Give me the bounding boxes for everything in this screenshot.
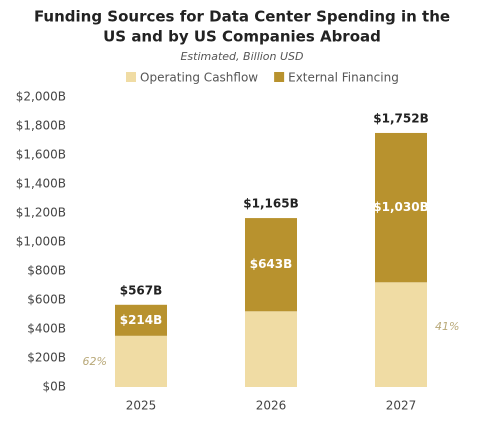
y-tick-label: $1,000B xyxy=(16,235,66,249)
value-label: $214B xyxy=(120,313,163,327)
bar-segment xyxy=(115,304,167,336)
legend-swatch xyxy=(126,72,136,82)
bar-segment xyxy=(245,218,297,312)
y-tick-label: $0B xyxy=(42,380,66,394)
chart-title: Funding Sources for Data Center Spending… xyxy=(34,8,450,26)
chart-title: US and by US Companies Abroad xyxy=(103,28,381,46)
x-tick-label: 2026 xyxy=(256,399,287,413)
x-tick-label: 2027 xyxy=(386,399,417,413)
legend-swatch xyxy=(274,72,285,82)
value-label: $1,030B xyxy=(373,200,428,214)
y-tick-label: $1,800B xyxy=(16,119,66,133)
total-label: $1,752B xyxy=(373,111,428,125)
bar-segment xyxy=(375,282,427,387)
total-label: $567B xyxy=(120,283,163,297)
bar-segment xyxy=(375,132,427,283)
annotation: 62% xyxy=(83,355,107,368)
total-label: $1,165B xyxy=(243,197,298,211)
annotation: 41% xyxy=(435,320,459,333)
y-tick-label: $800B xyxy=(27,264,66,278)
chart-subtitle: Estimated, Billion USD xyxy=(180,50,303,63)
y-tick-label: $2,000B xyxy=(16,90,66,104)
legend-label: External Financing xyxy=(288,71,399,85)
y-tick-label: $1,200B xyxy=(16,206,66,220)
x-tick-label: 2025 xyxy=(126,399,157,413)
bar-segment xyxy=(245,311,297,387)
y-tick-label: $400B xyxy=(27,322,66,336)
y-tick-label: $1,600B xyxy=(16,148,66,162)
value-label: $643B xyxy=(250,257,293,271)
bar-segment xyxy=(115,335,167,387)
y-tick-label: $1,400B xyxy=(16,177,66,191)
y-tick-label: $600B xyxy=(27,293,66,307)
legend-label: Operating Cashflow xyxy=(140,71,258,85)
y-tick-label: $200B xyxy=(27,351,66,365)
